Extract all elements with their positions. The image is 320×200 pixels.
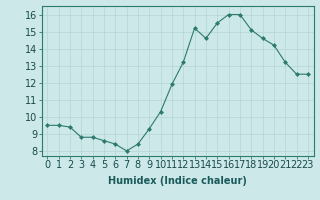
X-axis label: Humidex (Indice chaleur): Humidex (Indice chaleur) bbox=[108, 176, 247, 186]
